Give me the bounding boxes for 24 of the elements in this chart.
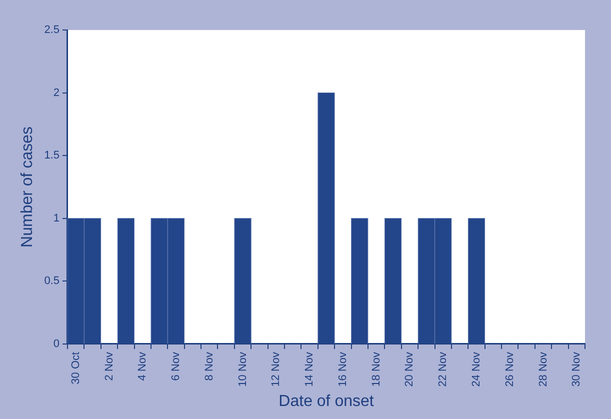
x-tick-label: 2 Nov [103,351,116,381]
x-tick-label: 26 Nov [504,351,516,387]
x-tick-label: 30 Oct [70,352,82,384]
x-tick-label: 30 Nov [570,351,583,387]
y-tick-label: 2 [53,86,60,99]
x-tick-label: 20 Nov [404,351,416,387]
x-tick-label: 28 Nov [537,351,550,387]
y-tick-label: 0.5 [44,275,60,288]
x-tick-label: 12 Nov [270,351,282,387]
x-axis-title: Date of onset [278,392,374,410]
y-tick-label: 2.5 [44,24,60,36]
y-tick-label: 0 [53,338,60,350]
x-tick-label: 18 Nov [370,351,382,387]
x-tick-label: 24 Nov [470,351,483,387]
y-tick-label: 1 [53,212,60,224]
x-tick-label: 22 Nov [437,351,450,387]
x-tick-label: 14 Nov [304,351,316,387]
y-axis-title: Number of cases [19,126,36,248]
x-tick-label: 16 Nov [336,351,349,387]
x-tick-label: 10 Nov [236,351,249,387]
x-tick-label: 6 Nov [170,351,182,381]
y-tick-label: 1.5 [44,150,60,162]
x-tick-label: 4 Nov [136,351,149,381]
x-tick-label: 8 Nov [203,351,216,381]
